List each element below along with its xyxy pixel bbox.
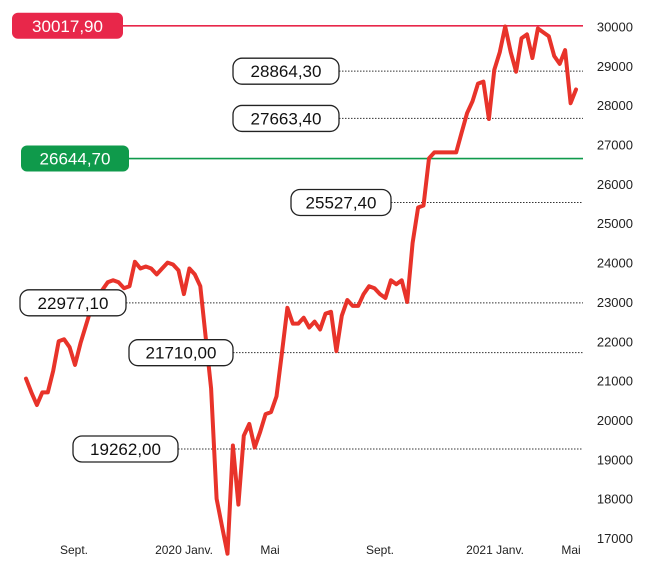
- reference-labels: 30017,90 28864,30 27663,40 26644,70 25527,40…: [12, 12, 392, 463]
- y-tick-label-1: 18000: [597, 492, 633, 507]
- y-tick-label-7: 24000: [597, 256, 633, 271]
- reference-label-box-5: [19, 289, 127, 317]
- y-tick-label-11: 28000: [597, 98, 633, 113]
- x-tick-label-2: Mai: [260, 543, 279, 557]
- reference-label-box-3: [21, 145, 129, 172]
- y-axis: 17000 18000 19000 20000 21000 22000 23000 24000…: [597, 20, 633, 547]
- reference-label-1: 28864,30: [251, 62, 322, 81]
- y-tick-label-8: 25000: [597, 216, 633, 231]
- reference-label-4: 25527,40: [306, 193, 377, 212]
- y-tick-label-0: 17000: [597, 531, 633, 546]
- reference-label-2: 27663,40: [251, 109, 322, 128]
- x-tick-label-4: 2021 Janv.: [466, 543, 524, 557]
- series-line-0: [24, 24, 578, 556]
- y-tick-label-2: 19000: [597, 452, 633, 467]
- reference-label-box-7: [72, 435, 179, 463]
- reference-label-0: 30017,90: [32, 17, 103, 36]
- y-tick-label-5: 22000: [597, 334, 633, 349]
- reference-label-box-4: [290, 188, 392, 217]
- reference-label-box-0: [12, 12, 123, 39]
- reference-label-7: 19262,00: [90, 440, 161, 459]
- x-tick-label-1: 2020 Janv.: [155, 543, 213, 557]
- y-tick-label-13: 30000: [597, 20, 633, 35]
- series-group: [24, 24, 578, 556]
- reference-label-box-2: [232, 104, 340, 133]
- y-tick-label-9: 26000: [597, 177, 633, 192]
- x-tick-label-0: Sept.: [60, 543, 88, 557]
- x-tick-label-3: Sept.: [366, 543, 394, 557]
- y-tick-label-10: 27000: [597, 138, 633, 153]
- reference-lines: [119, 24, 583, 450]
- x-axis: Sept. 2020 Janv. Mai Sept. 2021 Janv. Mai: [60, 543, 581, 557]
- y-tick-label-3: 20000: [597, 413, 633, 428]
- reference-label-3: 26644,70: [40, 150, 111, 169]
- y-tick-label-6: 23000: [597, 295, 633, 310]
- reference-label-5: 22977,10: [38, 294, 109, 313]
- reference-label-box-6: [128, 339, 234, 367]
- x-tick-label-5: Mai: [561, 543, 580, 557]
- y-tick-label-12: 29000: [597, 59, 633, 74]
- reference-label-box-1: [232, 57, 340, 85]
- reference-label-6: 21710,00: [146, 344, 217, 363]
- y-tick-label-4: 21000: [597, 374, 633, 389]
